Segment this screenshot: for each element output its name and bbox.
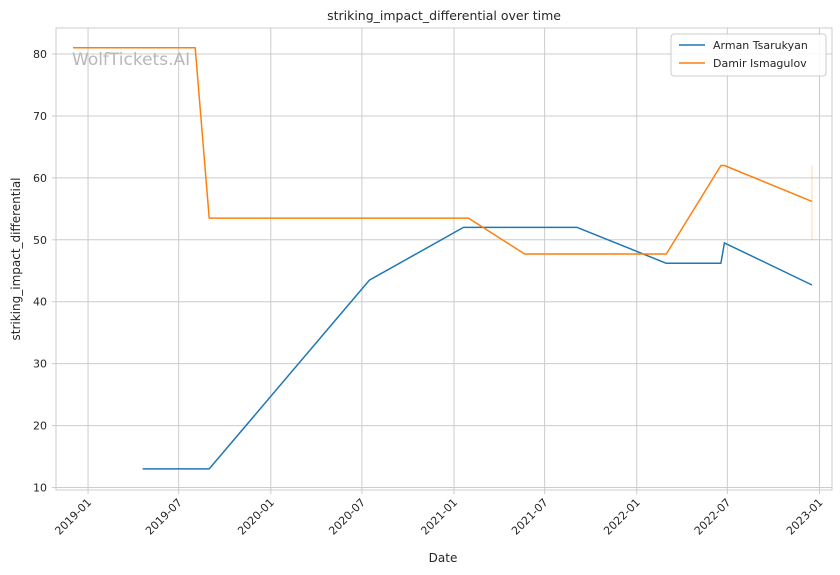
chart-title: striking_impact_differential over time <box>327 8 561 23</box>
y-tick-label: 60 <box>33 172 47 185</box>
legend: Arman Tsarukyan Damir Ismagulov <box>670 33 827 77</box>
x-tick-label: 2019-07 <box>143 496 185 538</box>
x-tick-label: 2022-07 <box>692 496 734 538</box>
series-line-damir-ismagulov <box>73 47 813 255</box>
x-tick-label: 2022-01 <box>601 496 643 538</box>
y-tick-label: 40 <box>33 296 47 309</box>
y-tick-label: 20 <box>33 420 47 433</box>
legend-label-arman-tsarukyan: Arman Tsarukyan <box>713 39 808 52</box>
x-tick-label: 2020-01 <box>235 496 277 538</box>
y-tick-label: 30 <box>33 358 47 371</box>
series-line-arman-tsarukyan <box>142 226 813 470</box>
x-tick-label: 2021-07 <box>509 496 551 538</box>
x-axis-label: Date <box>429 551 458 565</box>
y-tick-label: 10 <box>33 482 47 495</box>
y-tick-label: 70 <box>33 110 47 123</box>
y-axis-label: striking_impact_differential <box>9 177 23 340</box>
y-tick-label: 50 <box>33 234 47 247</box>
ticks: 10 20 30 40 50 60 70 80 2019-01 2019-07 2020-01 202… <box>33 48 826 538</box>
watermark-text: WolfTickets.AI <box>72 50 190 70</box>
x-tick-label: 2023-01 <box>784 496 826 538</box>
y-tick-label: 80 <box>33 48 47 61</box>
series-lines <box>73 47 813 470</box>
x-tick-label: 2019-01 <box>52 496 94 538</box>
legend-box <box>670 33 827 77</box>
legend-label-damir-ismagulov: Damir Ismagulov <box>713 57 807 70</box>
grid <box>56 28 832 490</box>
x-tick-label: 2021-01 <box>418 496 460 538</box>
x-tick-label: 2020-07 <box>326 496 368 538</box>
plot-frame <box>55 27 833 491</box>
